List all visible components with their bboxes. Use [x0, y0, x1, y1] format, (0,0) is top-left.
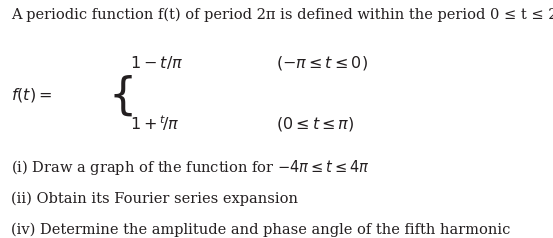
Text: $\{$: $\{$ — [108, 73, 133, 118]
Text: $1 - t/\pi$: $1 - t/\pi$ — [130, 55, 183, 72]
Text: $1 + {}^{t}\!/\pi$: $1 + {}^{t}\!/\pi$ — [130, 114, 179, 134]
Text: $f(t) =$: $f(t) =$ — [11, 86, 53, 104]
Text: (i) Draw a graph of the function for $-4\pi \leq t \leq 4\pi$: (i) Draw a graph of the function for $-4… — [11, 158, 370, 177]
Text: A periodic function f(t) of period 2π is defined within the period 0 ≤ t ≤ 2π by: A periodic function f(t) of period 2π is… — [11, 7, 553, 21]
Text: (ii) Obtain its Fourier series expansion: (ii) Obtain its Fourier series expansion — [11, 192, 298, 206]
Text: $(0 \leq t \leq \pi)$: $(0 \leq t \leq \pi)$ — [276, 115, 355, 133]
Text: $(-\pi \leq t \leq 0)$: $(-\pi \leq t \leq 0)$ — [276, 54, 368, 72]
Text: (iv) Determine the amplitude and phase angle of the fifth harmonic: (iv) Determine the amplitude and phase a… — [11, 223, 510, 237]
